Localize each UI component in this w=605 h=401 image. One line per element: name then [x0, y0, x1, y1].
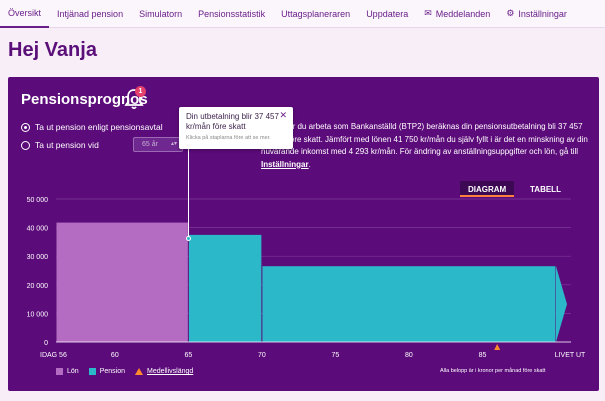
- greeting-heading: Hej Vanja: [8, 39, 97, 61]
- x-tick-label: LIVET UT: [555, 352, 586, 359]
- radio-pension-age[interactable]: Ta ut pension vid: [21, 140, 99, 150]
- payout-tooltip: Din utbetalning blir 37 457 kr/mån före …: [179, 107, 293, 149]
- legend-label-life-expectancy[interactable]: Medellivslängd: [146, 368, 194, 375]
- x-tick-label: 70: [258, 352, 266, 359]
- forecast-description: Fortsätter du arbeta som Bankanställd (B…: [261, 121, 593, 171]
- radio-pension-age-label: Ta ut pension vid: [35, 140, 99, 150]
- tab-label: Inställningar: [518, 8, 567, 19]
- x-tick-label: 85: [479, 352, 487, 359]
- tab-simulatorn[interactable]: Simulatorn: [131, 0, 190, 28]
- chart-legend: Lön Pension Medellivslängd: [56, 368, 203, 375]
- y-tick-label: 0: [44, 340, 48, 347]
- tab-label: Pensionsstatistik: [198, 8, 266, 19]
- tab-label: Uttagsplaneraren: [281, 8, 351, 19]
- tooltip-pointer-dot: [186, 236, 191, 241]
- radio-pension-agreement-label: Ta ut pension enligt pensionsavtal: [35, 122, 163, 132]
- legend-label-salary: Lön: [67, 368, 79, 375]
- description-text: Fortsätter du arbeta som Bankanställd (B…: [261, 122, 588, 156]
- age-select-value: 65 år: [142, 141, 158, 148]
- radio-unselected-icon[interactable]: [21, 140, 30, 150]
- top-navigation: Översikt Intjänad pension Simulatorn Pensio…: [0, 0, 605, 28]
- tab-label: Meddelanden: [435, 8, 491, 19]
- y-tick-label: 50 000: [27, 197, 49, 204]
- tab-översikt[interactable]: Översikt: [0, 0, 50, 28]
- triangle-icon: [134, 368, 143, 375]
- y-tick-label: 30 000: [27, 254, 49, 261]
- legend-item-pension: Pension: [88, 368, 125, 375]
- radio-selected-icon[interactable]: [21, 122, 30, 132]
- bar-pension-1[interactable]: [262, 266, 556, 342]
- x-tick-label: IDAG 56: [40, 352, 67, 359]
- settings-link[interactable]: Inställningar: [261, 159, 309, 169]
- y-tick-label: 20 000: [27, 283, 49, 290]
- legend-swatch-pension: [88, 368, 96, 375]
- panel-title: Pensionsprognos: [21, 91, 148, 108]
- tab-diagram[interactable]: DIAGRAM: [460, 181, 515, 197]
- tab-table[interactable]: TABELL: [530, 185, 561, 194]
- tooltip-title: Din utbetalning blir 37 457 kr/mån före …: [186, 112, 279, 131]
- tab-intjänad-pension[interactable]: Intjänad pension: [49, 0, 131, 28]
- bar-pension-0[interactable]: [188, 234, 262, 342]
- x-tick-label: 65: [184, 352, 192, 359]
- legend-item-salary: Lön: [56, 368, 79, 375]
- description-end: .: [308, 159, 311, 169]
- y-tick-label: 40 000: [27, 226, 49, 233]
- legend-label-pension: Pension: [99, 368, 125, 375]
- notification-badge: 1: [135, 86, 146, 97]
- tab-uppdatera[interactable]: Uppdatera: [358, 0, 416, 28]
- tooltip-pointer-line: [188, 149, 189, 238]
- chevron-right-icon[interactable]: [556, 266, 567, 342]
- select-arrows-icon: ▴▾: [170, 141, 177, 147]
- bar-lon-0[interactable]: [56, 222, 188, 342]
- envelope-icon: ✉: [424, 8, 432, 18]
- tab-meddelanden[interactable]: ✉ Meddelanden: [416, 0, 498, 28]
- radio-pension-agreement[interactable]: Ta ut pension enligt pensionsavtal: [21, 122, 163, 132]
- tab-inställningar[interactable]: ⚙ Inställningar: [498, 0, 575, 28]
- tab-pensionsstatistik[interactable]: Pensionsstatistik: [190, 0, 273, 28]
- x-tick-label: 60: [111, 352, 119, 359]
- tab-label: Intjänad pension: [57, 8, 124, 19]
- life-expectancy-marker[interactable]: [494, 344, 501, 350]
- gear-icon: ⚙: [506, 8, 515, 18]
- y-tick-label: 10 000: [27, 311, 49, 318]
- close-icon[interactable]: ✕: [279, 110, 287, 120]
- legend-swatch-salary: [56, 368, 63, 375]
- tab-uttagsplaneraren[interactable]: Uttagsplaneraren: [273, 0, 358, 28]
- tab-label: Uppdatera: [366, 8, 409, 19]
- tooltip-subtitle: Klicka på staplarna före att se mer.: [186, 135, 271, 141]
- x-tick-label: 75: [332, 352, 340, 359]
- chart-footnote: Alla belopp är i kronor per månad före s…: [440, 368, 546, 374]
- legend-item-life-expectancy[interactable]: Medellivslängd: [134, 368, 194, 375]
- tab-label: Simulatorn: [139, 8, 183, 19]
- tab-label: Översikt: [8, 7, 42, 18]
- x-tick-label: 80: [405, 352, 413, 359]
